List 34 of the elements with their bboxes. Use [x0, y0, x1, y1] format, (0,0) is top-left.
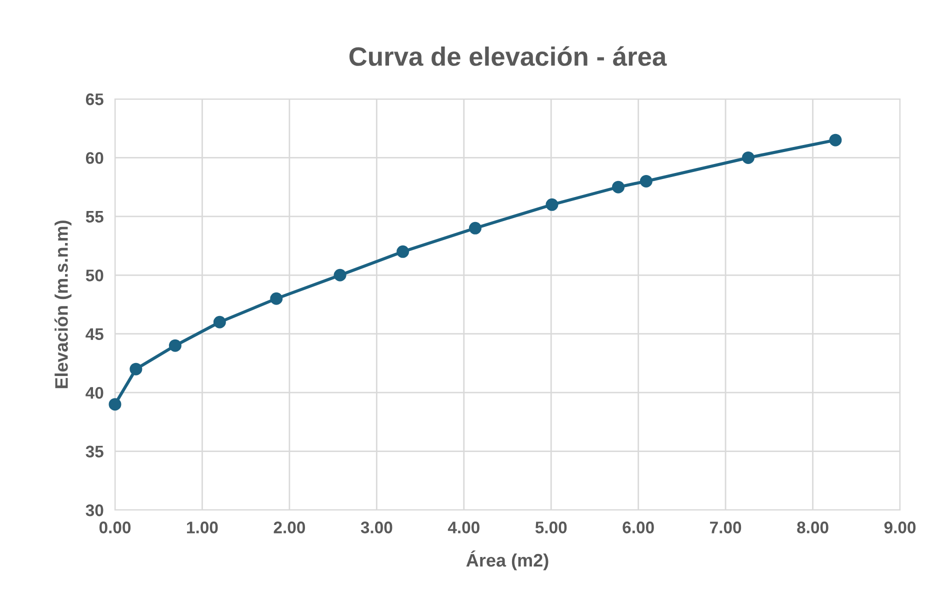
y-tick-label: 50 [86, 270, 104, 282]
point [396, 245, 410, 258]
y-tick-label: 55 [86, 211, 104, 223]
point [829, 134, 842, 146]
point [130, 362, 142, 376]
point [270, 292, 283, 305]
y-tick-label: 40 [86, 386, 104, 399]
y-tick-label: 60 [86, 152, 104, 164]
y-tick-label: 45 [86, 328, 104, 340]
point [640, 174, 652, 188]
x-tick-label: 8.00 [797, 522, 828, 534]
point [213, 316, 226, 328]
y-tick-label: 65 [86, 93, 104, 106]
x-tick-label: 1.00 [187, 522, 218, 534]
point [468, 222, 482, 234]
x-tick-label: 0.00 [99, 522, 131, 534]
point [168, 339, 182, 352]
x-tick-label: 6.00 [622, 522, 654, 534]
point [108, 398, 122, 411]
x-tick-label: 5.00 [535, 522, 567, 534]
y-tick-label: 35 [86, 446, 104, 458]
x-tick-label: 4.00 [448, 522, 480, 534]
point [742, 151, 754, 164]
x-tick-label: 9.00 [884, 522, 916, 534]
x-tick-label: 7.00 [710, 522, 742, 534]
y-axis-title: Elevación (m.s.n.m) [54, 220, 72, 388]
x-tick-label: 2.00 [274, 522, 305, 534]
x-tick-label: 3.00 [360, 522, 392, 534]
x-axis-title: Área (m2) [466, 550, 548, 570]
point [546, 198, 558, 211]
chart-title: Curva de elevación - área [349, 46, 667, 66]
y-tick-label: 30 [86, 504, 104, 516]
point [334, 268, 346, 282]
point [612, 180, 625, 194]
